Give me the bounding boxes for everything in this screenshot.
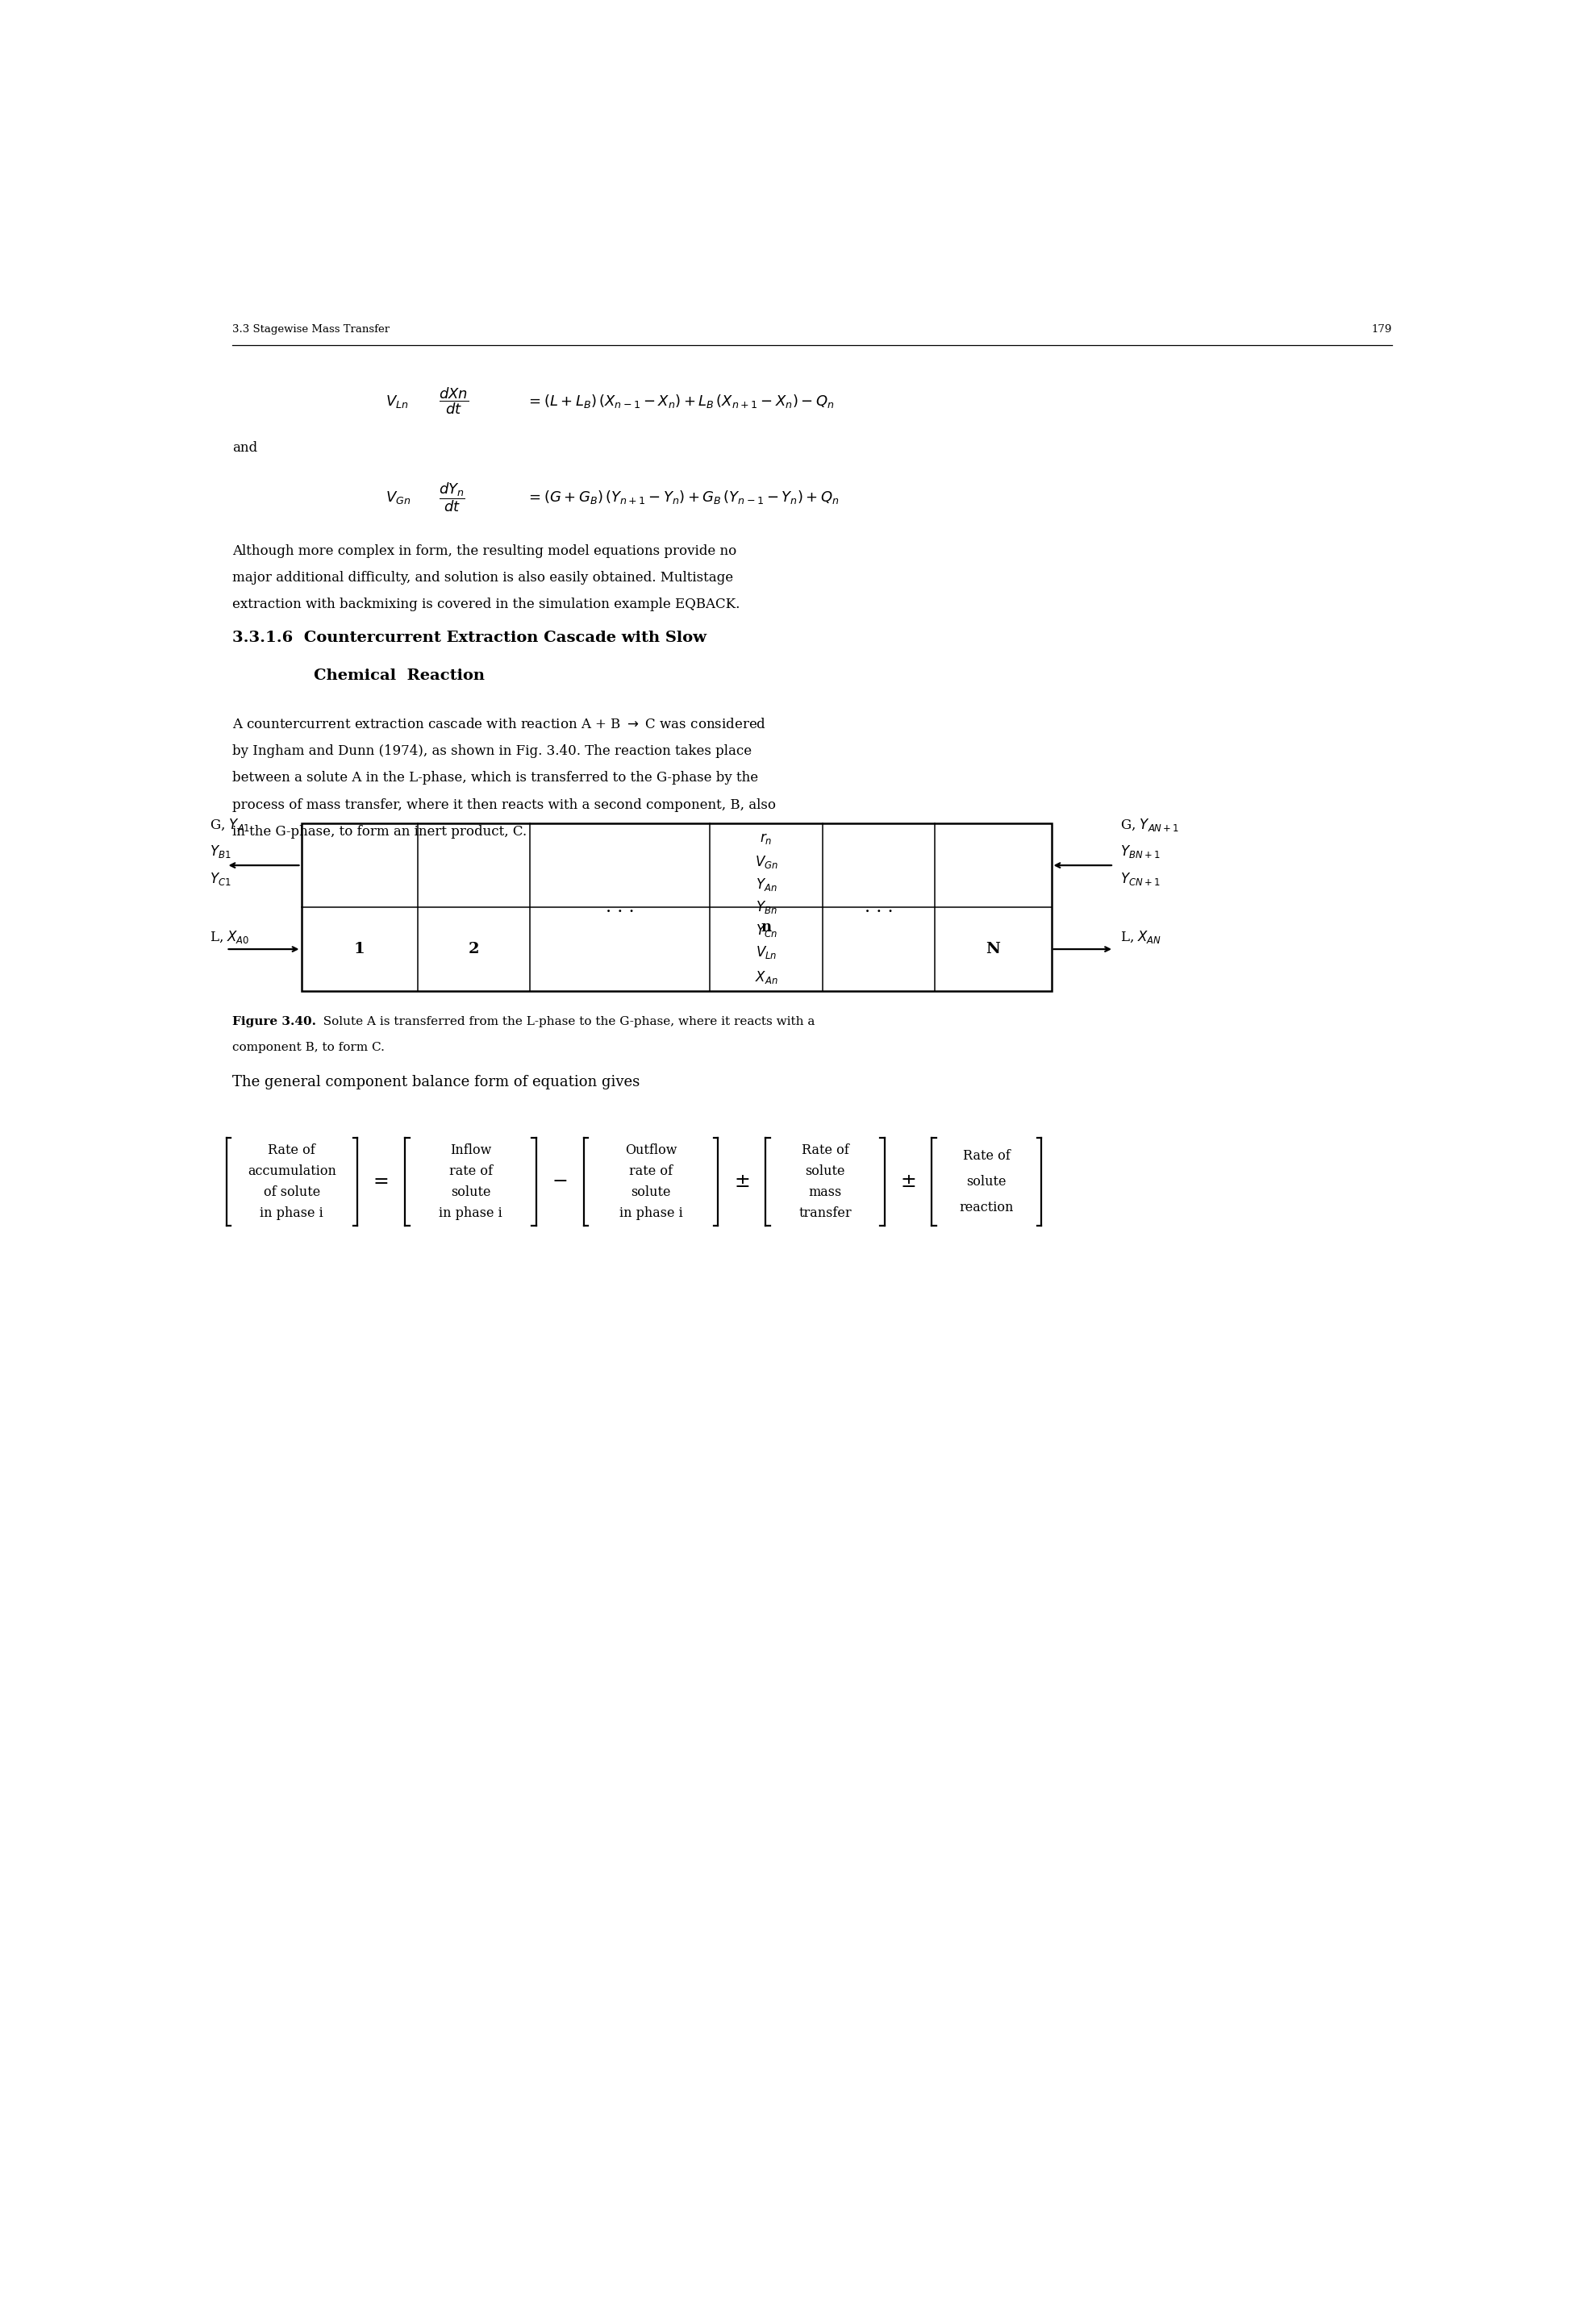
Text: by Ingham and Dunn (1974), as shown in Fig. 3.40. The reaction takes place: by Ingham and Dunn (1974), as shown in F… xyxy=(233,744,751,758)
Text: A countercurrent extraction cascade with reaction A + B $\rightarrow$ C was cons: A countercurrent extraction cascade with… xyxy=(233,718,767,732)
Text: rate of: rate of xyxy=(448,1164,493,1178)
Text: −: − xyxy=(551,1171,567,1190)
Text: =: = xyxy=(374,1171,390,1190)
Text: solute: solute xyxy=(450,1185,491,1199)
Text: N: N xyxy=(985,941,1000,957)
Text: $Y_{An}$: $Y_{An}$ xyxy=(756,876,776,892)
Text: Rate of: Rate of xyxy=(802,1143,849,1157)
Text: $= (L + L_B)\,(X_{n-1} - X_n) + L_B\,(X_{n+1} - X_n) - Q_n$: $= (L + L_B)\,(X_{n-1} - X_n) + L_B\,(X_… xyxy=(526,393,835,409)
Text: rate of: rate of xyxy=(629,1164,672,1178)
Text: $Y_{C1}$: $Y_{C1}$ xyxy=(209,872,231,888)
Text: transfer: transfer xyxy=(798,1206,851,1220)
Text: in phase i: in phase i xyxy=(619,1206,683,1220)
Text: $V_{Ln}$: $V_{Ln}$ xyxy=(385,393,409,409)
Text: L, $X_{AN}$: L, $X_{AN}$ xyxy=(1120,930,1161,946)
Text: G, $Y_{AN+1}$: G, $Y_{AN+1}$ xyxy=(1120,818,1178,832)
Text: $X_{An}$: $X_{An}$ xyxy=(754,969,778,985)
Text: solute: solute xyxy=(966,1176,1006,1188)
Text: in phase i: in phase i xyxy=(439,1206,502,1220)
Text: L, $X_{A0}$: L, $X_{A0}$ xyxy=(209,930,249,946)
Text: in phase i: in phase i xyxy=(260,1206,323,1220)
Text: 2: 2 xyxy=(467,941,478,957)
Text: The general component balance form of equation gives: The general component balance form of eq… xyxy=(233,1076,640,1090)
Text: Solute A is transferred from the L-phase to the G-phase, where it reacts with a: Solute A is transferred from the L-phase… xyxy=(315,1016,814,1027)
Text: $r_n$: $r_n$ xyxy=(760,832,771,846)
Text: extraction with backmixing is covered in the simulation example EQBACK.: extraction with backmixing is covered in… xyxy=(233,597,740,611)
Text: Rate of: Rate of xyxy=(963,1148,1009,1162)
Text: Outflow: Outflow xyxy=(624,1143,676,1157)
Text: $Y_{BN+1}$: $Y_{BN+1}$ xyxy=(1120,844,1159,860)
Text: Although more complex in form, the resulting model equations provide no: Although more complex in form, the resul… xyxy=(233,544,737,558)
Text: $Y_{Cn}$: $Y_{Cn}$ xyxy=(756,923,776,939)
Text: mass: mass xyxy=(808,1185,841,1199)
Text: process of mass transfer, where it then reacts with a second component, B, also: process of mass transfer, where it then … xyxy=(233,797,776,811)
Text: $Y_{B1}$: $Y_{B1}$ xyxy=(209,844,231,860)
Text: in the G-phase, to form an inert product, C.: in the G-phase, to form an inert product… xyxy=(233,825,527,839)
Text: accumulation: accumulation xyxy=(247,1164,336,1178)
Text: 3.3.1.6  Countercurrent Extraction Cascade with Slow: 3.3.1.6 Countercurrent Extraction Cascad… xyxy=(233,630,706,646)
Text: $= (G + G_B)\,(Y_{n+1} - Y_n) + G_B\,(Y_{n-1} - Y_n) + Q_n$: $= (G + G_B)\,(Y_{n+1} - Y_n) + G_B\,(Y_… xyxy=(526,488,840,507)
Text: between a solute A in the L-phase, which is transferred to the G-phase by the: between a solute A in the L-phase, which… xyxy=(233,772,759,786)
Text: $\dfrac{dY_n}{dt}$: $\dfrac{dY_n}{dt}$ xyxy=(439,481,466,514)
Text: Figure 3.40.: Figure 3.40. xyxy=(233,1016,317,1027)
Text: $\dfrac{dXn}{dt}$: $\dfrac{dXn}{dt}$ xyxy=(439,386,469,416)
Text: $V_{Gn}$: $V_{Gn}$ xyxy=(754,855,778,869)
Text: of solute: of solute xyxy=(263,1185,320,1199)
Bar xyxy=(301,823,1050,990)
Text: 179: 179 xyxy=(1370,325,1391,335)
Text: solute: solute xyxy=(805,1164,844,1178)
Text: and: and xyxy=(233,442,258,456)
Text: . . .: . . . xyxy=(605,899,634,916)
Text: Inflow: Inflow xyxy=(450,1143,491,1157)
Text: major additional difficulty, and solution is also easily obtained. Multistage: major additional difficulty, and solutio… xyxy=(233,572,733,583)
Text: reaction: reaction xyxy=(958,1202,1014,1215)
Text: 1: 1 xyxy=(353,941,364,957)
Text: . . .: . . . xyxy=(863,899,893,916)
Text: G, $Y_{A1}$: G, $Y_{A1}$ xyxy=(209,818,250,832)
Text: Rate of: Rate of xyxy=(268,1143,315,1157)
Text: Chemical  Reaction: Chemical Reaction xyxy=(314,669,485,683)
Text: ±: ± xyxy=(733,1171,749,1190)
Text: n: n xyxy=(760,920,771,934)
Text: ±: ± xyxy=(900,1171,916,1190)
Text: $Y_{CN+1}$: $Y_{CN+1}$ xyxy=(1120,872,1159,888)
Text: component B, to form C.: component B, to form C. xyxy=(233,1041,385,1053)
Text: $V_{Ln}$: $V_{Ln}$ xyxy=(756,944,776,960)
Text: $Y_{Bn}$: $Y_{Bn}$ xyxy=(756,899,776,916)
Text: $V_{Gn}$: $V_{Gn}$ xyxy=(385,490,410,507)
Text: 3.3 Stagewise Mass Transfer: 3.3 Stagewise Mass Transfer xyxy=(233,325,390,335)
Text: solute: solute xyxy=(630,1185,670,1199)
